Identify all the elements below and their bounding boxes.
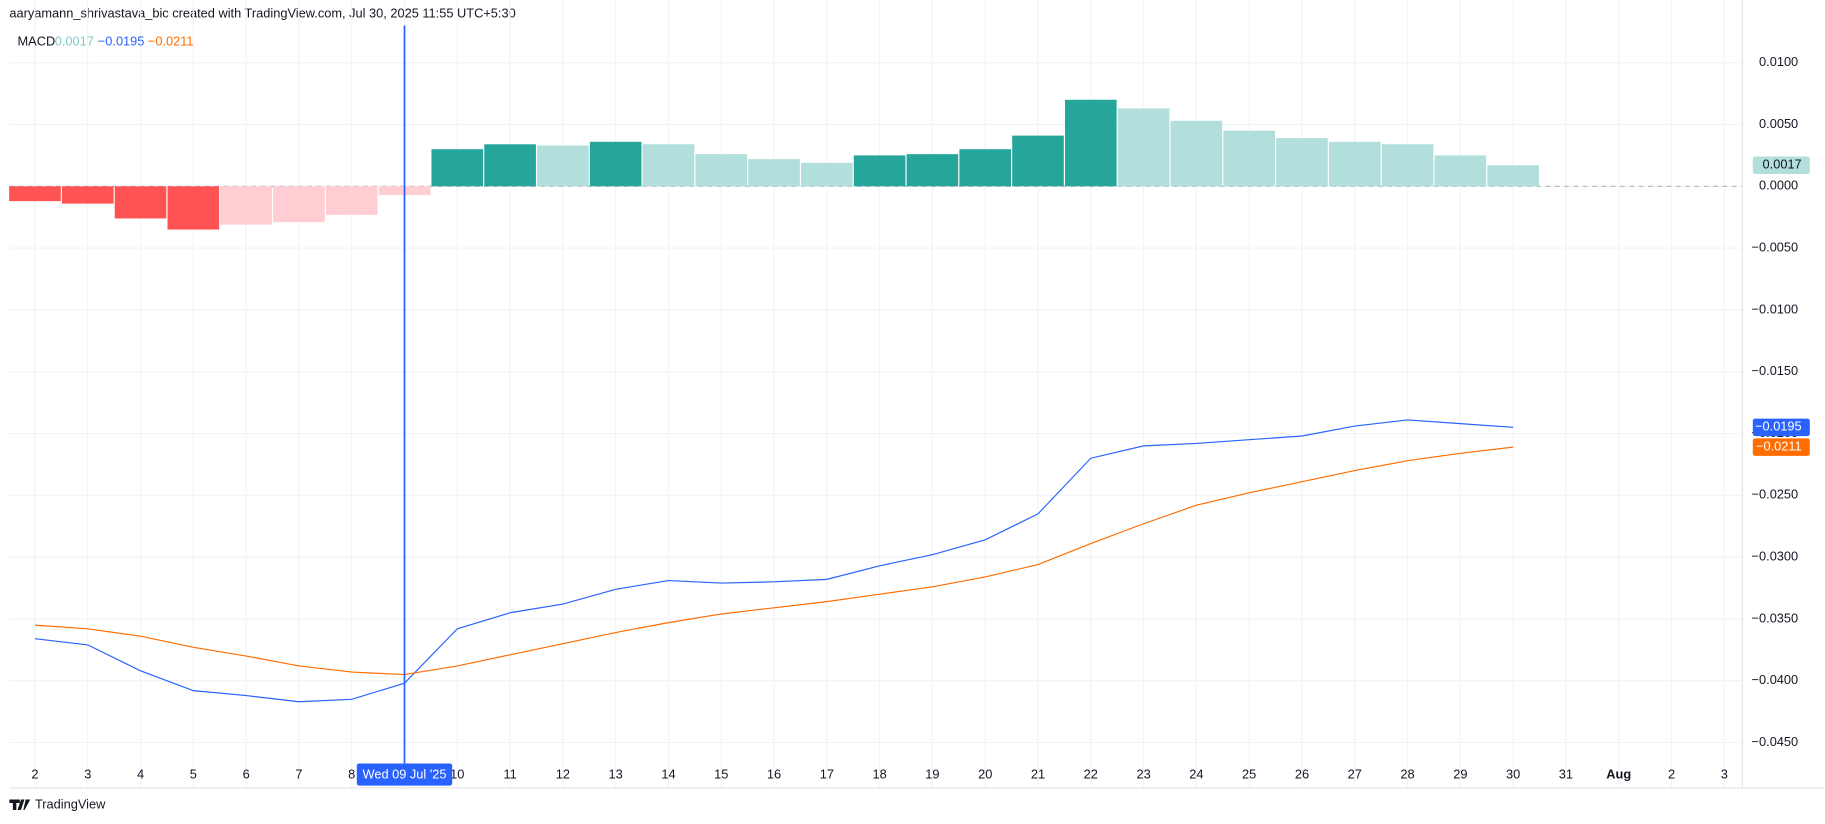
y-tick-label: −0.0350 bbox=[1752, 610, 1799, 625]
histogram-bar bbox=[220, 186, 272, 225]
x-tick-label: 2 bbox=[1668, 766, 1675, 781]
x-tick-label: 24 bbox=[1189, 766, 1203, 781]
price-badge bbox=[1752, 418, 1810, 437]
legend-title: MACD bbox=[18, 33, 56, 48]
y-tick-label: −0.0250 bbox=[1752, 487, 1799, 502]
y-tick-label: −0.0100 bbox=[1752, 301, 1799, 316]
y-tick-label: 0.0000 bbox=[1759, 178, 1798, 193]
histogram-bar bbox=[1170, 120, 1223, 187]
x-tick-label: 6 bbox=[243, 766, 250, 781]
brand-logo bbox=[9, 799, 31, 811]
histogram-bar bbox=[325, 186, 378, 215]
legend-value: −0.0195 bbox=[98, 33, 145, 48]
x-tick-label: 14 bbox=[661, 766, 675, 781]
brand: TradingView bbox=[35, 797, 106, 812]
grid bbox=[9, 0, 1743, 788]
x-tick-label: 20 bbox=[978, 766, 992, 781]
x-tick-label: 2 bbox=[31, 766, 38, 781]
histogram-bar bbox=[1328, 141, 1381, 187]
x-tick-label: Aug bbox=[1606, 766, 1631, 781]
x-tick-label: 11 bbox=[503, 766, 516, 781]
histogram-bar bbox=[1117, 108, 1170, 187]
line-signal bbox=[34, 446, 1514, 676]
histogram-bar bbox=[431, 149, 484, 187]
x-tick-label: 10 bbox=[450, 766, 464, 781]
histogram-bar bbox=[9, 186, 61, 202]
x-tick-label: 21 bbox=[1031, 766, 1045, 781]
legend-value: 0.0017 bbox=[55, 33, 94, 48]
histogram-bar bbox=[1276, 138, 1328, 187]
histogram-bar bbox=[695, 154, 748, 187]
histogram-bar bbox=[1487, 165, 1539, 187]
price-badge-label: −0.0195 bbox=[1755, 419, 1802, 434]
x-tick-label: 31 bbox=[1559, 766, 1573, 781]
line-macd bbox=[34, 419, 1514, 703]
x-tick-label: 23 bbox=[1136, 766, 1150, 781]
histogram-bar bbox=[537, 145, 589, 187]
histogram-bar bbox=[1223, 130, 1275, 187]
histogram-bar bbox=[273, 186, 325, 223]
histogram-bar bbox=[1434, 155, 1487, 187]
header: aaryamann_shrivastava_bic created with T… bbox=[9, 5, 515, 20]
y-tick-label: 0.0050 bbox=[1759, 116, 1798, 131]
histogram-bar bbox=[1381, 144, 1434, 187]
x-tick-label: 19 bbox=[925, 766, 939, 781]
histogram-bar bbox=[853, 155, 906, 187]
x-tick-label: 18 bbox=[873, 766, 887, 781]
histogram-bar bbox=[167, 186, 220, 230]
axes: 0.0100 0.0050 0.0000 −0.0050 −0.0100 −0.0150 −… bbox=[31, 25, 1810, 786]
histogram-bar bbox=[959, 149, 1012, 187]
histogram-bar bbox=[748, 159, 800, 187]
x-tick-label: 3 bbox=[1721, 766, 1728, 781]
plot bbox=[9, 99, 1743, 703]
x-tick-label: 8 bbox=[348, 766, 355, 781]
histogram-bar bbox=[484, 144, 536, 187]
histogram-bar bbox=[589, 141, 642, 187]
x-tick-label: 22 bbox=[1084, 766, 1098, 781]
y-tick-label: −0.0450 bbox=[1752, 734, 1799, 749]
x-tick-label: 26 bbox=[1295, 766, 1309, 781]
y-tick-label: −0.0400 bbox=[1752, 672, 1799, 687]
x-tick-label: 3 bbox=[84, 766, 91, 781]
x-tick-label: 30 bbox=[1506, 766, 1520, 781]
y-tick-label: 0.0100 bbox=[1759, 54, 1798, 69]
histogram-bar bbox=[1012, 135, 1064, 187]
x-tick-label: 25 bbox=[1242, 766, 1256, 781]
x-tick-label: 15 bbox=[714, 766, 728, 781]
histogram-bar bbox=[61, 186, 114, 204]
x-tick-label: 4 bbox=[137, 766, 144, 781]
price-badge-label: −0.0211 bbox=[1756, 438, 1802, 453]
legend-value: −0.0211 bbox=[148, 33, 194, 48]
crosshair-label: Wed 09 Jul '25 bbox=[362, 766, 446, 781]
y-tick-label: −0.0150 bbox=[1752, 363, 1799, 378]
price-badge-label: 0.0017 bbox=[1763, 157, 1802, 172]
x-tick-label: 7 bbox=[295, 766, 302, 781]
histogram-bar bbox=[906, 154, 959, 187]
x-tick-label: 27 bbox=[1348, 766, 1362, 781]
histogram-bar bbox=[642, 144, 695, 187]
x-tick-label: 16 bbox=[767, 766, 781, 781]
y-tick-label: −0.0050 bbox=[1752, 239, 1799, 254]
x-tick-label: 5 bbox=[190, 766, 197, 781]
crosshair-label-bg bbox=[356, 763, 453, 786]
x-tick-label: 28 bbox=[1400, 766, 1414, 781]
x-tick-label: 12 bbox=[556, 766, 570, 781]
x-tick-label: 29 bbox=[1453, 766, 1467, 781]
x-tick-label: 13 bbox=[609, 766, 623, 781]
price-badge bbox=[1752, 438, 1810, 456]
y-tick-label: −0.0300 bbox=[1752, 548, 1799, 563]
histogram-bar bbox=[114, 186, 167, 219]
x-tick-label: 17 bbox=[820, 766, 834, 781]
histogram-bar bbox=[801, 162, 853, 187]
histogram-bar bbox=[1064, 99, 1117, 187]
price-badge bbox=[1752, 156, 1810, 175]
